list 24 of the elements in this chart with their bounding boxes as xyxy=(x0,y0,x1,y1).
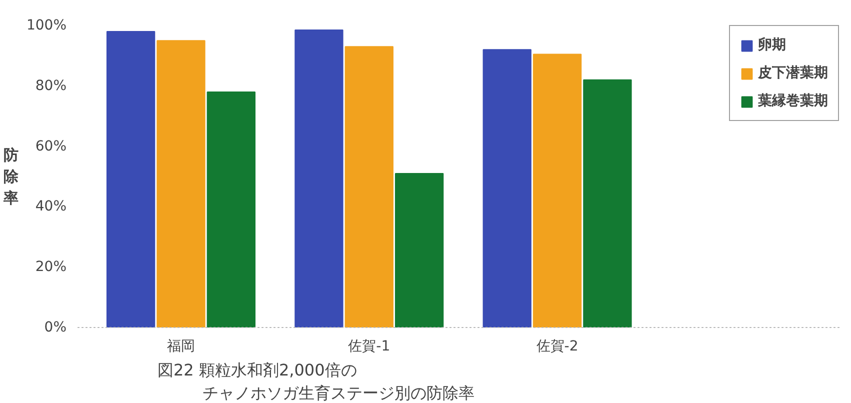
bar xyxy=(482,49,532,328)
bar xyxy=(206,91,256,328)
bar xyxy=(106,31,156,328)
y-tick-label: 20% xyxy=(35,259,67,276)
bar xyxy=(394,172,444,328)
bar xyxy=(294,30,344,328)
x-tick-label: 福岡 xyxy=(166,338,195,354)
text: 図22 顆粒水和剤2,000倍の xyxy=(158,360,357,380)
x-tick-label: 佐賀-2 xyxy=(536,338,578,354)
text: チャノホソガ生育ステージ別の防除率 xyxy=(202,384,474,402)
legend-label: 葉縁巻葉期 xyxy=(758,92,828,110)
y-tick-label: 0% xyxy=(44,320,67,336)
legend-label: 卵期 xyxy=(758,36,786,54)
bar xyxy=(156,40,206,328)
bar xyxy=(532,54,582,328)
y-axis-title: 防除率 xyxy=(2,146,20,208)
bar xyxy=(583,79,632,328)
y-tick-label: 80% xyxy=(35,78,67,94)
legend-label: 皮下潜葉期 xyxy=(758,64,828,82)
y-tick-label: 40% xyxy=(35,198,67,215)
y-tick-label: 100% xyxy=(26,18,67,34)
x-tick-label: 佐賀-1 xyxy=(348,338,390,354)
y-tick-label: 60% xyxy=(35,138,67,154)
bar xyxy=(344,46,394,328)
